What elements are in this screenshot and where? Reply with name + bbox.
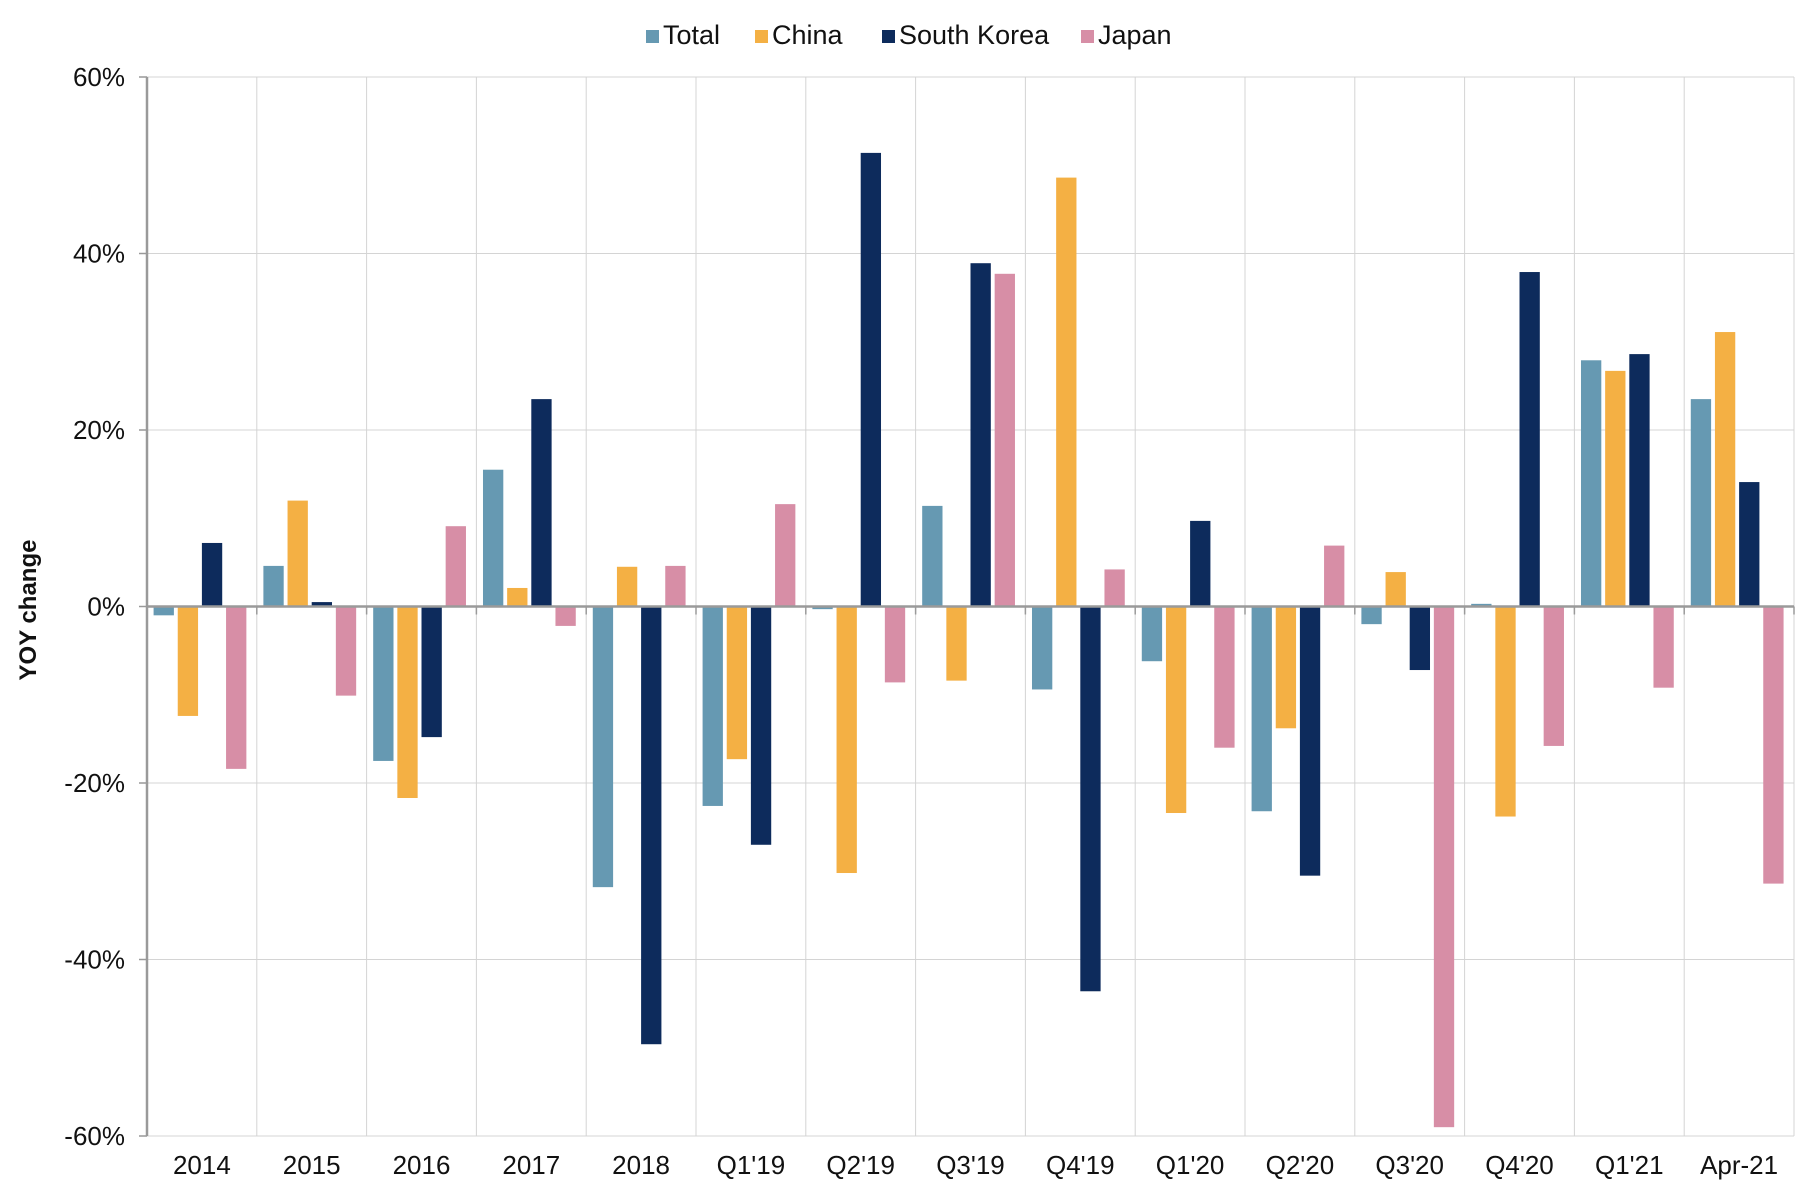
legend: Total China South Korea Japan: [646, 20, 1172, 50]
bar-total-3: [482, 469, 504, 607]
bar-china-10: [1275, 606, 1297, 729]
legend-label-japan: Japan: [1098, 20, 1172, 50]
bar-china-14: [1714, 332, 1736, 607]
legend-swatch-china: [755, 30, 768, 43]
bar-south-korea-1: [311, 602, 333, 607]
x-tick-label: Q4'19: [1046, 1150, 1115, 1180]
bar-total-4: [592, 606, 614, 888]
bar-japan-4: [665, 565, 686, 607]
legend-label-china: China: [772, 20, 844, 50]
bar-south-korea-9: [1190, 520, 1211, 607]
bar-south-korea-3: [531, 399, 552, 607]
bar-south-korea-8: [1080, 606, 1101, 992]
x-tick-label: Q2'19: [826, 1150, 895, 1180]
y-tick-label: 40%: [73, 239, 125, 269]
bar-china-0: [177, 606, 199, 716]
bar-total-10: [1251, 606, 1272, 812]
y-axis-title: YOY change: [15, 540, 42, 681]
bar-china-13: [1605, 370, 1626, 607]
x-tick-label: 2014: [173, 1150, 231, 1180]
bar-china-3: [507, 587, 528, 607]
x-tick-label: Q3'20: [1375, 1150, 1444, 1180]
bar-japan-7: [994, 273, 1015, 607]
x-tick-label: Q1'19: [717, 1150, 786, 1180]
x-tick-label: Q3'19: [936, 1150, 1005, 1180]
bar-japan-1: [335, 606, 357, 696]
bar-total-5: [702, 606, 723, 806]
bar-china-6: [836, 606, 857, 874]
bar-south-korea-7: [970, 263, 991, 607]
legend-swatch-japan: [1081, 30, 1094, 43]
legend-label-total: Total: [663, 20, 720, 50]
bar-total-6: [812, 606, 833, 610]
y-tick-label: -20%: [64, 768, 125, 798]
x-tick-label: Q1'21: [1595, 1150, 1664, 1180]
x-tick-label: 2016: [393, 1150, 451, 1180]
x-tick-label: 2018: [612, 1150, 670, 1180]
bar-south-korea-11: [1409, 606, 1431, 671]
y-tick-label: 60%: [73, 62, 125, 92]
bar-total-11: [1361, 606, 1382, 625]
bar-south-korea-14: [1739, 482, 1760, 607]
bar-japan-12: [1543, 606, 1564, 746]
bar-south-korea-2: [421, 606, 442, 738]
bar-china-2: [397, 606, 418, 799]
bar-japan-11: [1433, 606, 1455, 1128]
legend-swatch-south-korea: [882, 30, 895, 43]
bar-south-korea-10: [1299, 606, 1321, 876]
bar-south-korea-6: [860, 152, 882, 607]
bar-japan-5: [775, 504, 796, 607]
bar-japan-14: [1763, 606, 1784, 884]
bar-china-9: [1165, 606, 1187, 814]
legend-label-south-korea: South Korea: [899, 20, 1050, 50]
bar-china-7: [946, 606, 967, 681]
bar-total-2: [373, 606, 394, 761]
y-tick-label: -40%: [64, 945, 125, 975]
bar-south-korea-0: [201, 542, 223, 607]
bars: [153, 152, 1784, 1128]
bar-japan-9: [1214, 606, 1235, 748]
bar-china-1: [287, 500, 308, 607]
bar-japan-0: [226, 606, 247, 769]
bar-total-12: [1471, 603, 1492, 607]
bar-south-korea-5: [750, 606, 772, 845]
bar-total-8: [1031, 606, 1053, 690]
x-tick-label: Q1'20: [1156, 1150, 1225, 1180]
legend-swatch-total: [646, 30, 659, 43]
bar-south-korea-4: [641, 606, 662, 1045]
bar-total-7: [922, 505, 943, 607]
x-tick-label: Q2'20: [1266, 1150, 1335, 1180]
bar-china-4: [616, 566, 638, 607]
bar-japan-2: [445, 526, 466, 607]
bar-total-1: [263, 565, 284, 607]
y-tick-label: -60%: [64, 1121, 125, 1151]
bar-total-14: [1690, 399, 1712, 607]
bar-total-13: [1580, 360, 1602, 607]
axes: -60% -40% -20% 0% 20% 40% 60% 2014 2015 2016 2017 2…: [64, 62, 1795, 1180]
x-tick-label: 2015: [283, 1150, 341, 1180]
bar-china-12: [1495, 606, 1516, 817]
bar-china-8: [1056, 177, 1077, 607]
bar-total-0: [153, 606, 174, 616]
bar-total-9: [1141, 606, 1163, 662]
x-tick-label: 2017: [502, 1150, 560, 1180]
bar-china-5: [726, 606, 748, 760]
bar-south-korea-13: [1629, 354, 1650, 607]
x-tick-label: Apr-21: [1700, 1150, 1778, 1180]
bar-japan-3: [555, 606, 576, 626]
y-tick-label: 0%: [87, 592, 125, 622]
bar-japan-13: [1653, 606, 1674, 688]
x-tick-label: Q4'20: [1485, 1150, 1554, 1180]
y-tick-label: 20%: [73, 415, 125, 445]
bar-japan-8: [1104, 569, 1125, 607]
bar-china-11: [1385, 572, 1406, 607]
bar-japan-6: [884, 606, 906, 683]
bar-south-korea-12: [1519, 272, 1540, 607]
bar-japan-10: [1324, 545, 1345, 607]
